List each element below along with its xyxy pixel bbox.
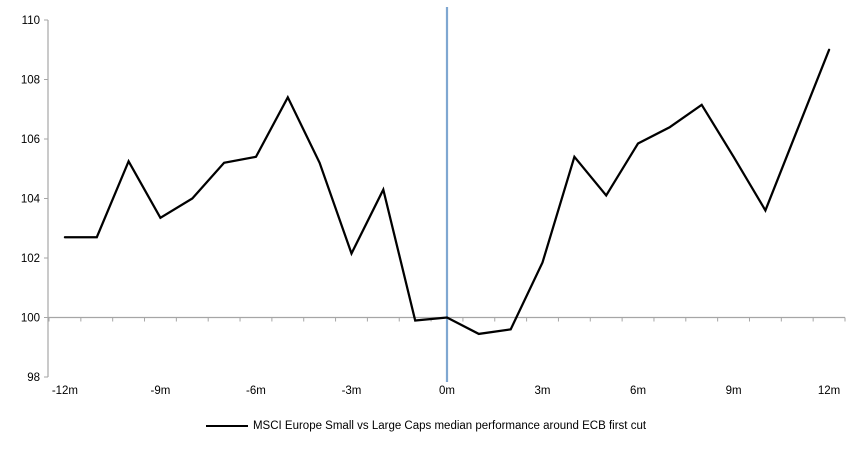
y-axis-label: 104: [21, 194, 41, 206]
y-axis-label: 110: [22, 15, 40, 27]
series-line-msci: [63, 48, 831, 336]
legend-label: MSCI Europe Small vs Large Caps median p…: [252, 420, 647, 432]
x-axis-label: 0m: [439, 385, 455, 397]
x-axis-label: -3m: [342, 385, 362, 397]
x-axis-label: 12m: [818, 385, 840, 397]
y-axis-label: 108: [21, 75, 40, 87]
x-axis-label: -12m: [52, 385, 78, 397]
x-axis-label: 3m: [535, 385, 551, 397]
x-axis-label: -9m: [151, 385, 171, 397]
x-axis-label: 9m: [726, 385, 742, 397]
y-axis-label: 102: [21, 253, 40, 265]
y-axis-label: 98: [27, 372, 40, 384]
y-axis-label: 106: [21, 134, 40, 146]
legend: MSCI Europe Small vs Large Caps median p…: [0, 420, 852, 432]
x-axis-label: -6m: [246, 385, 266, 397]
legend-line-swatch: [205, 425, 248, 427]
x-axis-label: 6m: [630, 385, 646, 397]
y-axis-label: 100: [21, 313, 40, 325]
